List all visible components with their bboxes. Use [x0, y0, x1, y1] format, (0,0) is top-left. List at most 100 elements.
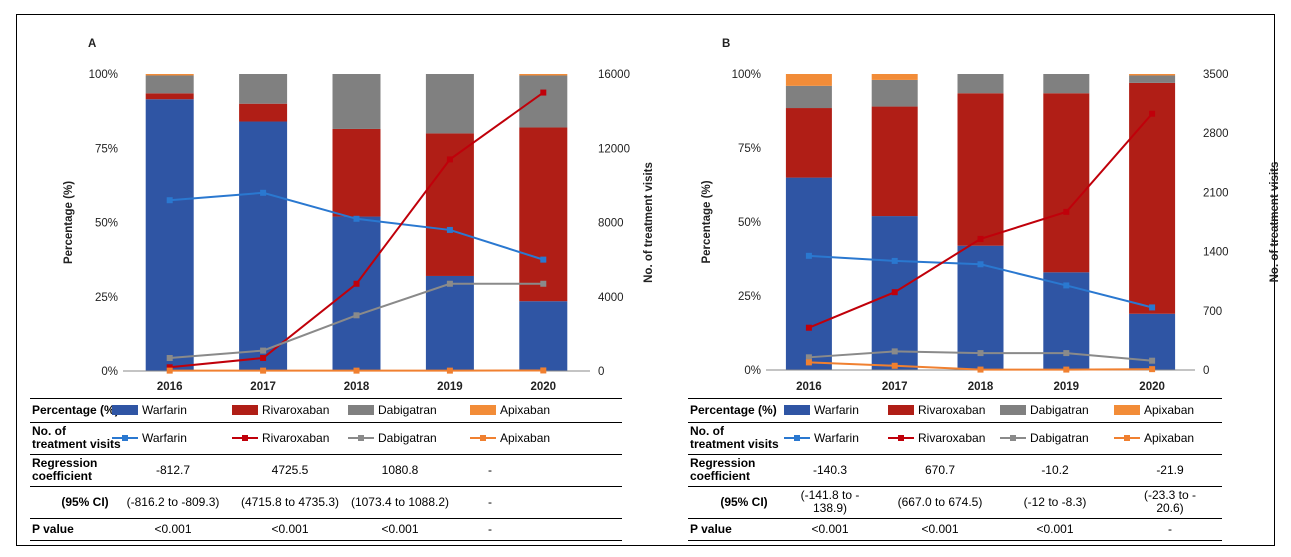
- y2-tick-label: 2800: [1203, 128, 1229, 140]
- legend-line-label-warfarin: Warfarin: [142, 430, 187, 445]
- legend-line-label-dabigatran: Dabigatran: [1030, 430, 1089, 445]
- bar-apixaban-2020: [1129, 74, 1176, 76]
- point-apixaban-2018: [977, 366, 984, 373]
- panel-letter: B: [722, 38, 730, 50]
- y-tick-label: 75%: [738, 143, 761, 155]
- legend-line-label-apixaban: Apixaban: [500, 430, 551, 445]
- x-tick-label: 2016: [796, 381, 822, 393]
- table-rule: [688, 540, 1222, 541]
- legend-bar-label-dabigatran: Dabigatran: [1030, 402, 1089, 417]
- legend-bar-swatch-warfarin: [784, 405, 810, 415]
- row-label-3: Regression coefficient: [690, 456, 756, 483]
- y2-tick-label: 8000: [598, 218, 624, 230]
- point-apixaban-2018: [353, 367, 360, 374]
- bar-warfarin-2019: [425, 275, 474, 371]
- legend-bar-swatch-dabigatran: [348, 405, 374, 415]
- point-warfarin-2018: [353, 215, 360, 222]
- coef-value-2: 4725.5: [271, 462, 309, 477]
- panel-letter: A: [88, 38, 96, 50]
- x-tick-label: 2018: [344, 381, 370, 393]
- point-apixaban-2016: [805, 359, 812, 366]
- bar-dabigatran-2018: [332, 74, 381, 129]
- coef-value-2: 670.7: [924, 462, 956, 477]
- point-warfarin-2017: [260, 189, 267, 196]
- bar-warfarin-2020: [519, 301, 568, 371]
- row-label-2: No. of treatment visits: [690, 424, 779, 451]
- legend-bar-swatch-apixaban: [1114, 405, 1140, 415]
- table-rule: [30, 518, 622, 519]
- bar-rivaroxaban-2020: [1129, 82, 1176, 314]
- point-dabigatran-2019: [446, 280, 453, 287]
- legend-bar-label-rivaroxaban: Rivaroxaban: [262, 402, 330, 417]
- bar-rivaroxaban-2019: [425, 133, 474, 276]
- ci-value-1: (-141.8 to -138.9): [800, 488, 860, 515]
- point-dabigatran-2020: [540, 280, 547, 287]
- bar-rivaroxaban-2017: [239, 103, 288, 122]
- coef-value-4: -21.9: [1156, 462, 1184, 477]
- ci-value-3: (1073.4 to 1088.2): [350, 494, 450, 509]
- row-label-2: No. of treatment visits: [32, 424, 121, 451]
- bar-warfarin-2016: [785, 177, 832, 370]
- y2-tick-label: 1400: [1203, 247, 1229, 259]
- point-apixaban-2017: [891, 362, 898, 369]
- point-rivaroxaban-2017: [891, 289, 898, 296]
- legend-bar-label-apixaban: Apixaban: [500, 402, 551, 417]
- ci-value-3: (-12 to -8.3): [1023, 494, 1087, 509]
- bar-rivaroxaban-2018: [332, 128, 381, 217]
- bar-dabigatran-2018: [957, 74, 1004, 94]
- ci-value-2: (4715.8 to 4735.3): [240, 494, 340, 509]
- y-tick-label: 75%: [95, 143, 118, 155]
- y-tick-label: 0%: [744, 365, 761, 377]
- table-rule: [30, 486, 622, 487]
- legend-marker-rivaroxaban: [898, 435, 904, 441]
- table-rule: [688, 486, 1222, 487]
- row-label-5: P value: [690, 521, 732, 536]
- chart-panel-a: [123, 74, 590, 374]
- ci-value-4: -: [488, 494, 492, 509]
- point-dabigatran-2017: [891, 348, 898, 355]
- y-tick-label: 25%: [95, 292, 118, 304]
- x-tick-label: 2016: [157, 381, 183, 393]
- legend-line-label-rivaroxaban: Rivaroxaban: [918, 430, 986, 445]
- point-rivaroxaban-2020: [1149, 110, 1156, 117]
- bar-apixaban-2020: [519, 74, 568, 76]
- row-label-3: Regression coefficient: [32, 456, 98, 483]
- p-value-4: -: [488, 521, 492, 536]
- bar-dabigatran-2016: [785, 85, 832, 109]
- coef-value-3: 1080.8: [381, 462, 419, 477]
- p-value-1: <0.001: [154, 521, 192, 536]
- legend-bar-label-dabigatran: Dabigatran: [378, 402, 437, 417]
- y-tick-label: 100%: [732, 69, 761, 81]
- ci-value-1: (-816.2 to -809.3): [126, 494, 220, 509]
- y2-tick-label: 16000: [598, 69, 630, 81]
- x-tick-label: 2017: [882, 381, 908, 393]
- x-tick-label: 2019: [437, 381, 463, 393]
- figure-frame: [16, 14, 1275, 546]
- bar-rivaroxaban-2019: [1043, 93, 1090, 273]
- table-rule: [30, 422, 622, 423]
- x-tick-label: 2020: [1139, 381, 1165, 393]
- p-value-2: <0.001: [921, 521, 959, 536]
- legend-bar-swatch-warfarin: [112, 405, 138, 415]
- p-value-2: <0.001: [271, 521, 309, 536]
- table-rule: [688, 454, 1222, 455]
- point-rivaroxaban-2019: [446, 156, 453, 163]
- point-rivaroxaban-2016: [166, 364, 173, 371]
- bar-warfarin-2016: [145, 99, 194, 372]
- point-apixaban-2020: [540, 367, 547, 374]
- point-apixaban-2017: [260, 367, 267, 374]
- point-rivaroxaban-2020: [540, 89, 547, 96]
- bar-rivaroxaban-2016: [145, 93, 194, 100]
- y2-tick-label: 12000: [598, 143, 630, 155]
- ci-value-2: (667.0 to 674.5): [897, 494, 983, 509]
- coef-value-1: -812.7: [155, 462, 191, 477]
- bar-dabigatran-2020: [519, 75, 568, 128]
- point-rivaroxaban-2019: [1063, 208, 1070, 215]
- legend-marker-warfarin: [122, 435, 128, 441]
- x-tick-label: 2017: [250, 381, 276, 393]
- bar-apixaban-2016: [145, 74, 194, 76]
- legend-marker-rivaroxaban: [242, 435, 248, 441]
- point-dabigatran-2018: [353, 312, 360, 319]
- y-tick-label: 100%: [89, 69, 118, 81]
